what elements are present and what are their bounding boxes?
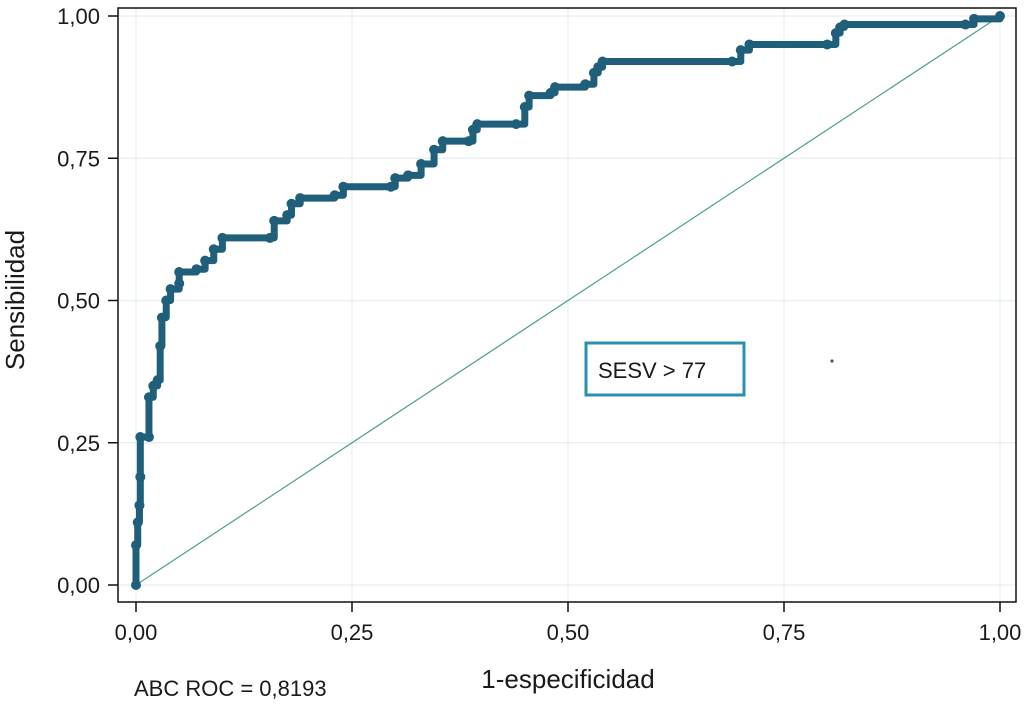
- roc-point: [208, 244, 219, 255]
- roc-point: [511, 119, 522, 130]
- roc-point: [580, 79, 591, 90]
- roc-point: [131, 540, 141, 551]
- roc-point: [131, 580, 141, 590]
- auc-footnote: ABC ROC = 0,8193: [134, 676, 327, 701]
- roc-point: [969, 13, 980, 24]
- x-tick-label: 0,00: [115, 620, 158, 645]
- roc-point: [519, 102, 530, 113]
- roc-point: [191, 264, 202, 275]
- roc-point: [727, 56, 738, 67]
- y-tick-label: 0,25: [57, 431, 100, 456]
- reference-line: [135, 15, 1001, 586]
- roc-point: [143, 432, 154, 443]
- roc-point: [403, 170, 414, 181]
- roc-point: [156, 312, 167, 323]
- roc-point: [437, 136, 448, 147]
- legend-box: [584, 341, 746, 397]
- y-tick-label: 0,75: [57, 146, 100, 171]
- axes: 0,00 0,00 0,25 0,25 0,50 0,50 0,75 0,75 1,00 1,00: [57, 4, 1021, 645]
- grid-lines: [118, 8, 1016, 602]
- roc-point: [295, 193, 306, 204]
- legend: SESV > 77: [584, 341, 746, 397]
- y-axis-title: Sensibilidad: [0, 230, 30, 370]
- roc-point: [429, 144, 440, 155]
- roc-point: [143, 392, 154, 403]
- roc-point: [165, 284, 176, 295]
- roc-point: [390, 173, 401, 184]
- stray-dot: [830, 359, 834, 363]
- roc-point: [338, 181, 349, 192]
- roc-point: [995, 11, 1005, 21]
- roc-point: [416, 158, 427, 169]
- roc-point: [472, 119, 483, 130]
- roc-point: [960, 19, 971, 30]
- roc-point: [550, 82, 561, 93]
- plot-frame: [117, 7, 1017, 603]
- roc-point: [135, 432, 146, 443]
- roc-point: [735, 45, 746, 56]
- roc-point: [463, 136, 474, 147]
- legend-label: SESV > 77: [598, 358, 706, 383]
- roc-point: [822, 39, 833, 50]
- roc-point: [286, 198, 297, 209]
- roc-point: [155, 341, 166, 352]
- y-tick-label: 0,00: [57, 573, 100, 598]
- roc-point: [597, 56, 608, 67]
- roc-point: [839, 19, 850, 30]
- roc-point: [282, 210, 293, 221]
- roc-point: [217, 232, 228, 243]
- y-tick-label: 1,00: [57, 4, 100, 29]
- roc-point: [174, 278, 185, 289]
- roc-point: [264, 232, 275, 243]
- x-tick-label: 0,50: [547, 620, 590, 645]
- reference-diagonal: [135, 15, 1001, 586]
- roc-point: [524, 90, 535, 101]
- roc-point: [161, 295, 172, 306]
- roc-point: [329, 190, 340, 201]
- roc-point: [135, 471, 146, 482]
- roc-point: [174, 267, 185, 278]
- roc-point: [744, 39, 755, 50]
- roc-point: [152, 375, 163, 386]
- x-tick-label: 1,00: [979, 620, 1022, 645]
- y-tick-label: 0,50: [57, 289, 100, 314]
- x-axis-title: 1-especificidad: [481, 664, 654, 694]
- x-tick-label: 0,25: [331, 620, 374, 645]
- roc-point: [385, 181, 396, 192]
- roc-point: [269, 215, 280, 226]
- roc-point: [132, 517, 143, 528]
- x-tick-label: 0,75: [763, 620, 806, 645]
- roc-point: [134, 500, 145, 511]
- roc-point: [200, 255, 211, 266]
- roc-curve: [131, 11, 1005, 590]
